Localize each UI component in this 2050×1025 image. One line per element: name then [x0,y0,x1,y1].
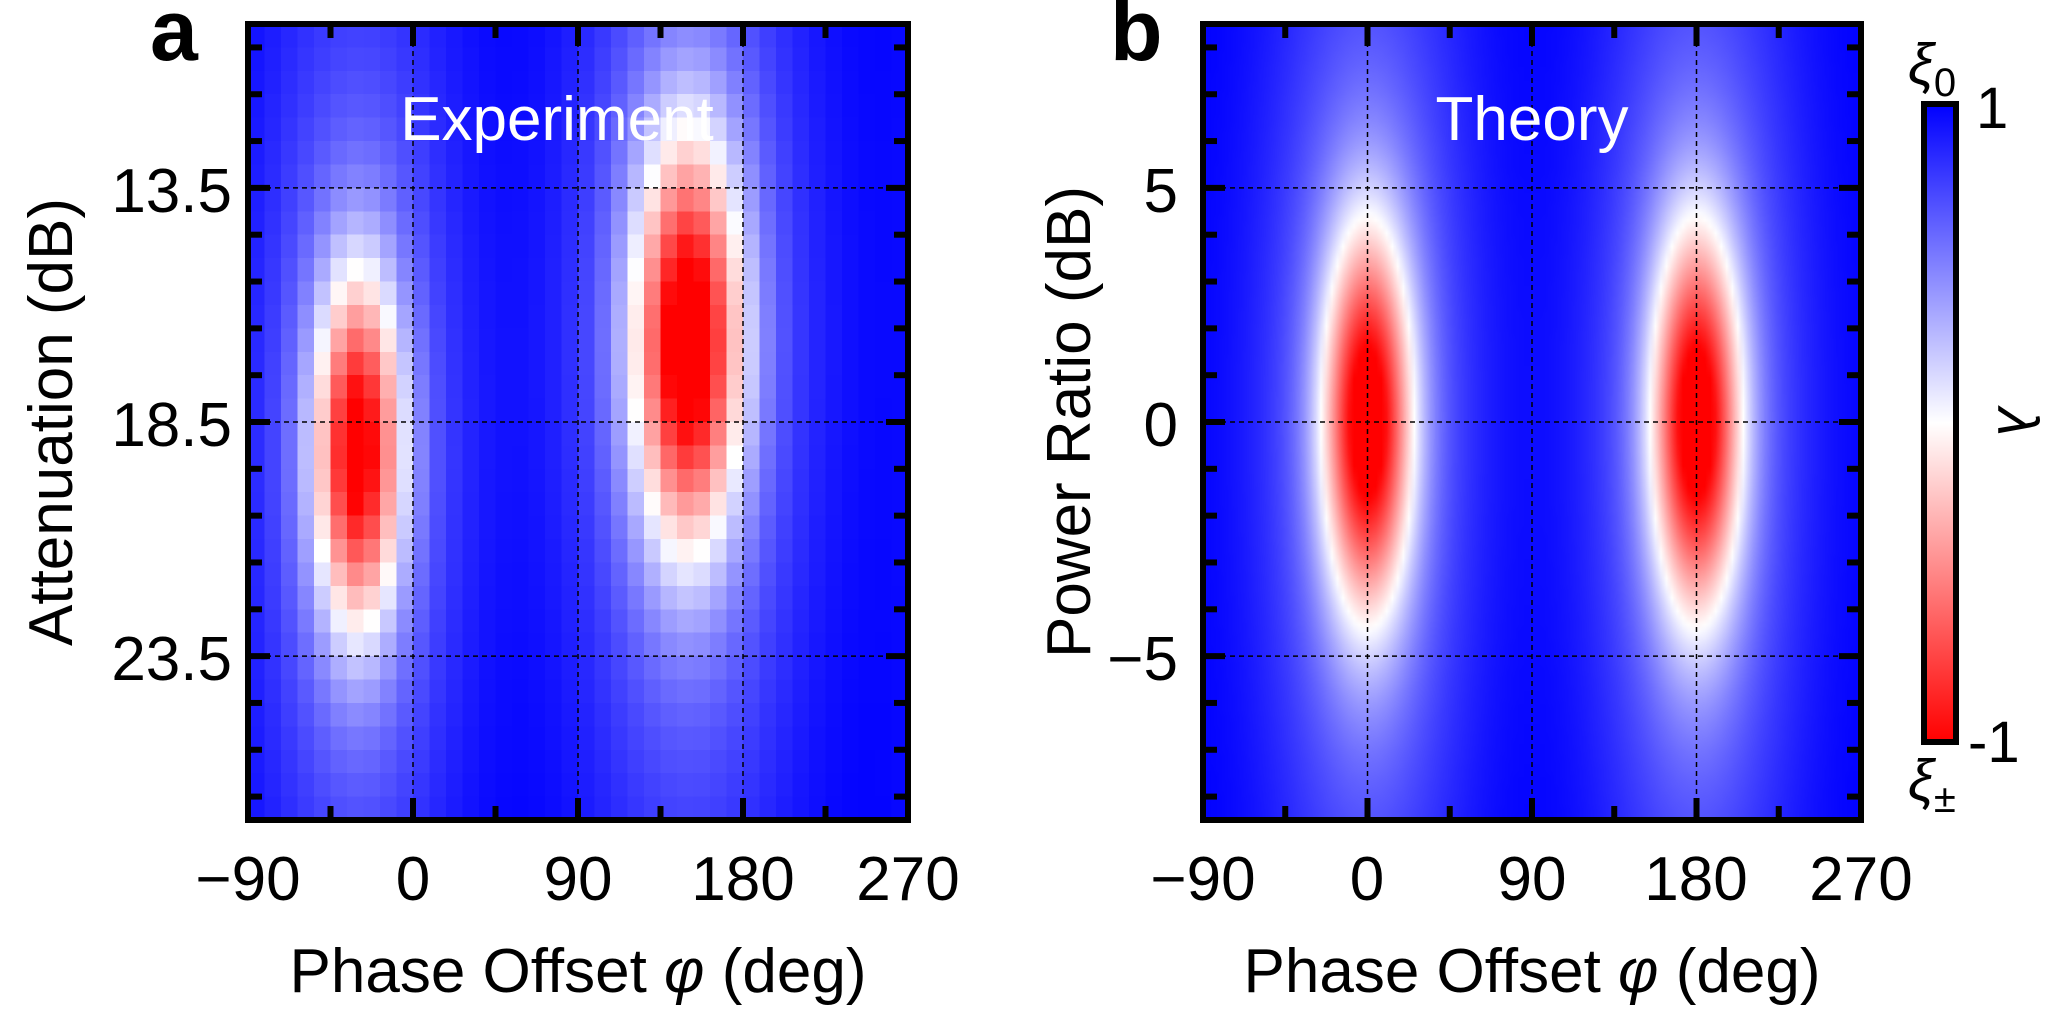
xi-symbol: ξ [1908,32,1937,97]
x-tick-label: 270 [856,845,959,914]
y-tick-label: 13.5 [111,157,232,226]
y-tick-label: 0 [1144,391,1178,460]
x-label-prefix: Phase Offset [1244,937,1619,1006]
x-label-suffix: (deg) [1659,937,1821,1006]
panel-label-a: a [150,0,199,79]
x-tick-label: −90 [1150,845,1255,914]
colorbar-title: λ [1985,405,2050,437]
colorbar-bottom-symbol: ξ± [1908,748,1956,821]
x-tick-label: 90 [1498,845,1567,914]
experiment-ticks [245,24,911,820]
x-tick-label: 0 [1350,845,1384,914]
colorbar: 1 -1 λ ξ0 ξ± [1908,32,2050,821]
phi-symbol: φ [1618,937,1658,1006]
y-tick-label: 23.5 [111,625,232,694]
experiment-x-tick-labels: −90 0 90 180 270 [195,845,959,914]
experiment-y-tick-labels: 13.5 18.5 23.5 [111,157,232,694]
y-tick-label: −5 [1107,625,1178,694]
theory-x-tick-labels: −90 0 90 180 270 [1150,845,1912,914]
x-tick-label: 90 [544,845,613,914]
x-label-suffix: (deg) [705,937,867,1006]
y-tick-label: 18.5 [111,391,232,460]
x-tick-label: 180 [691,845,794,914]
experiment-title: Experiment [400,85,714,154]
phi-symbol: φ [664,937,704,1006]
theory-x-axis-label: Phase Offset φ (deg) [1244,937,1821,1006]
xi-symbol: ξ [1908,748,1937,813]
y-tick-label: 5 [1144,157,1178,226]
x-tick-label: 0 [396,845,430,914]
theory-ticks [1200,24,1864,820]
panel-theory: b Theory −90 0 90 180 270 5 0 −5 Phase O… [1035,0,1913,1006]
theory-grid [1203,24,1861,820]
experiment-grid [248,24,908,820]
x-tick-label: 270 [1809,845,1912,914]
colorbar-gradient [1921,101,1959,745]
colorbar-max-label: 1 [1976,76,2008,141]
x-tick-label: 180 [1644,845,1747,914]
colorbar-top-symbol: ξ0 [1908,32,1956,105]
theory-y-tick-labels: 5 0 −5 [1107,157,1178,694]
colorbar-min-label: -1 [1968,710,2020,775]
xi-subscript: 0 [1934,61,1956,105]
x-label-prefix: Phase Offset [290,937,665,1006]
experiment-y-axis-label: Attenuation (dB) [17,198,86,646]
theory-y-axis-label: Power Ratio (dB) [1035,186,1104,658]
panel-experiment: a Experiment −90 0 90 180 270 13.5 18.5 … [17,0,960,1006]
theory-title: Theory [1436,85,1629,154]
x-tick-label: −90 [195,845,300,914]
xi-subscript: ± [1934,777,1956,821]
experiment-x-axis-label: Phase Offset φ (deg) [290,937,867,1006]
panel-label-b: b [1110,0,1163,79]
